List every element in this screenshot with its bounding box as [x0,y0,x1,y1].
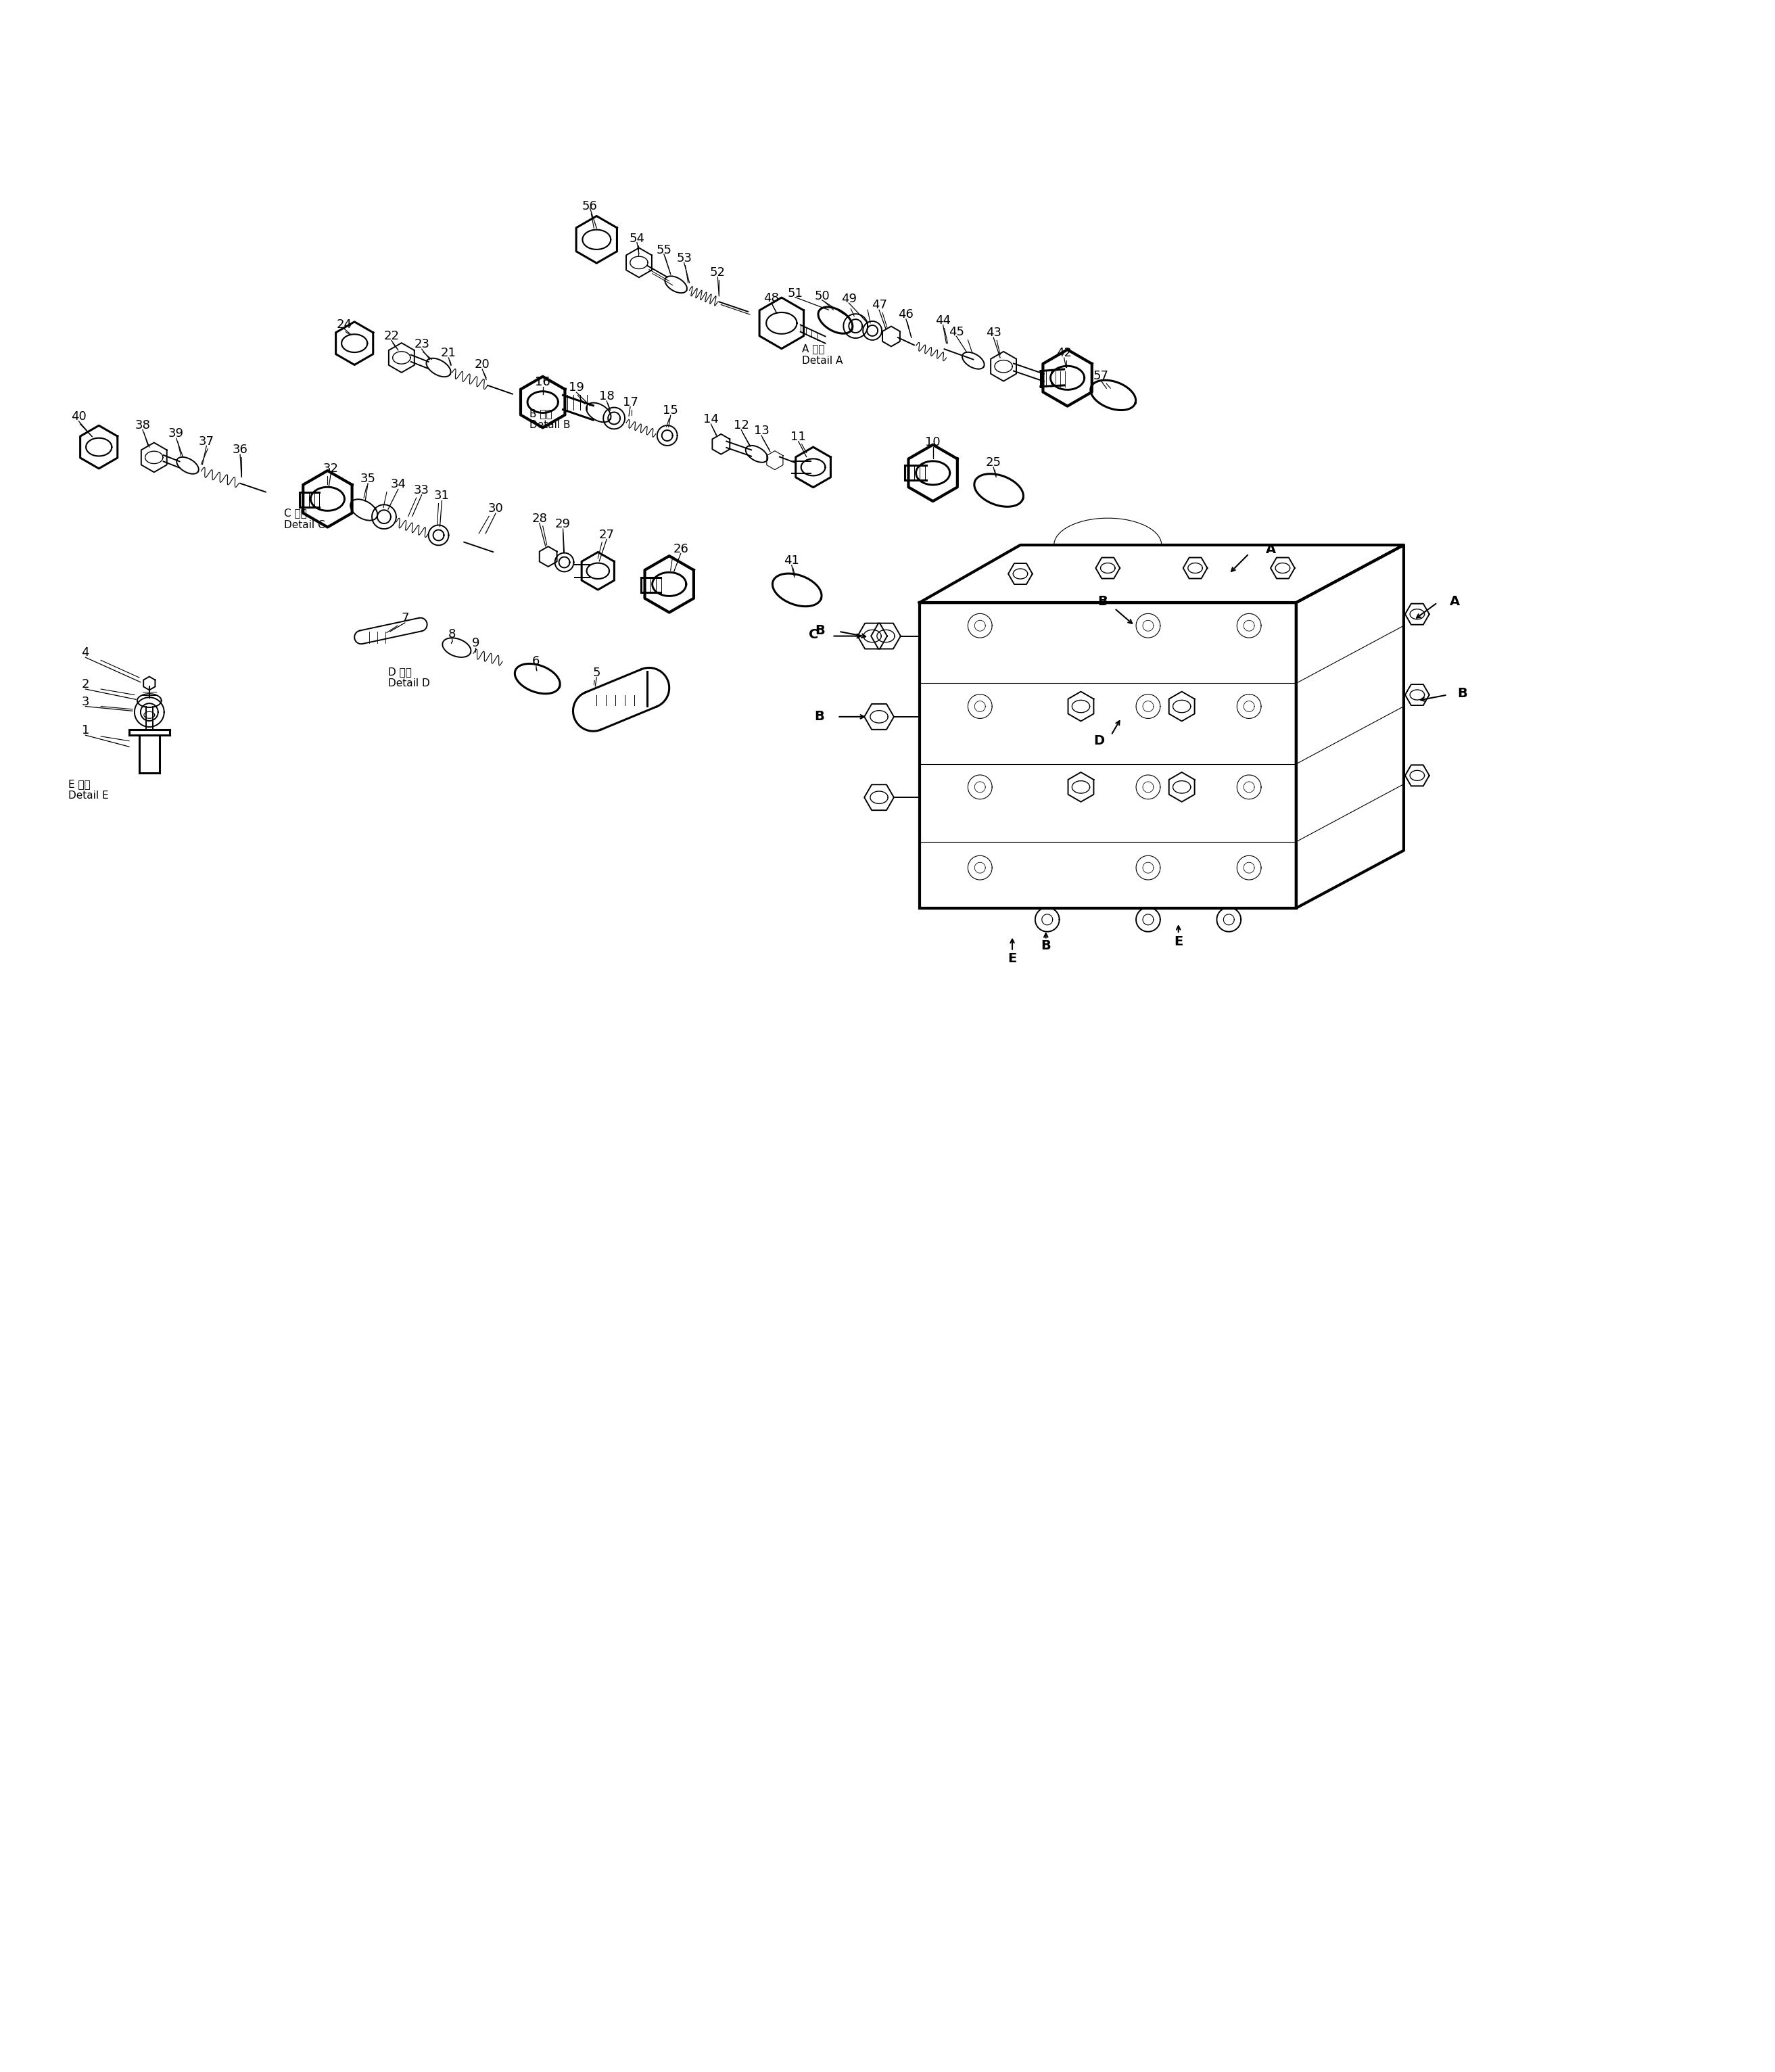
Text: 6: 6 [532,655,540,667]
Text: 21: 21 [440,346,456,358]
Text: 30: 30 [488,503,504,514]
Text: B 詳細
Detail B: B 詳細 Detail B [529,408,570,431]
Text: 43: 43 [985,327,1001,340]
Text: 47: 47 [872,298,888,311]
Text: 51: 51 [788,288,802,298]
Text: B: B [815,624,825,636]
Text: 13: 13 [754,425,769,437]
Text: 44: 44 [935,315,951,325]
Text: 15: 15 [662,404,678,416]
Text: 49: 49 [841,292,857,305]
Text: 23: 23 [414,338,430,350]
Text: 9: 9 [472,636,479,649]
Text: 56: 56 [582,201,598,211]
Text: B: B [815,711,824,723]
Text: 28: 28 [532,512,547,524]
Text: B: B [1457,688,1468,700]
Text: 25: 25 [985,456,1001,468]
Text: A 詳細
Detail A: A 詳細 Detail A [802,344,843,367]
Text: E: E [1173,934,1182,947]
Text: 7: 7 [401,611,408,624]
Text: 26: 26 [673,543,689,555]
Text: 20: 20 [474,358,490,371]
Text: 48: 48 [763,292,779,305]
Text: 31: 31 [435,489,449,501]
Text: E: E [1008,953,1017,966]
Text: 34: 34 [390,479,406,491]
Text: 27: 27 [598,528,614,541]
Text: D: D [1093,733,1104,748]
Text: D 詳細
Detail D: D 詳細 Detail D [389,667,430,688]
Text: C: C [809,628,818,640]
Text: 17: 17 [623,396,637,408]
Text: A: A [1266,543,1276,555]
Text: 4: 4 [82,646,89,659]
Text: 32: 32 [323,462,339,474]
Text: B: B [1040,939,1051,951]
Text: 50: 50 [815,290,829,303]
Text: 14: 14 [703,412,719,425]
Text: 42: 42 [1056,346,1072,358]
Text: 52: 52 [710,267,726,278]
Text: 41: 41 [785,555,799,566]
Text: 1: 1 [82,725,89,738]
Text: 18: 18 [598,390,614,402]
Text: E 詳細
Detail E: E 詳細 Detail E [69,779,108,802]
Text: 10: 10 [925,437,941,448]
Text: 19: 19 [568,381,584,394]
Text: 57: 57 [1093,371,1109,381]
Text: 33: 33 [414,485,430,497]
Text: 8: 8 [447,628,456,640]
Text: 22: 22 [383,329,399,342]
Text: 11: 11 [790,431,806,443]
Text: 16: 16 [534,375,550,387]
Text: 24: 24 [337,319,351,329]
Text: 5: 5 [593,667,600,680]
Text: 35: 35 [360,472,376,485]
Text: 3: 3 [82,696,89,709]
Text: C 詳細
Detail C: C 詳細 Detail C [284,508,325,530]
Text: 45: 45 [948,325,964,338]
Text: 36: 36 [233,443,249,456]
Text: 53: 53 [676,253,692,263]
Text: 12: 12 [733,419,749,431]
Text: 37: 37 [199,435,215,448]
Text: B: B [1097,595,1108,607]
Text: 29: 29 [556,518,572,530]
Text: A: A [1450,595,1459,607]
Text: 55: 55 [657,244,671,257]
Text: 38: 38 [135,419,151,431]
Text: 54: 54 [628,232,644,244]
Text: 39: 39 [169,427,185,439]
Text: 2: 2 [82,678,89,690]
Text: 40: 40 [71,410,87,423]
Text: 46: 46 [898,309,914,321]
